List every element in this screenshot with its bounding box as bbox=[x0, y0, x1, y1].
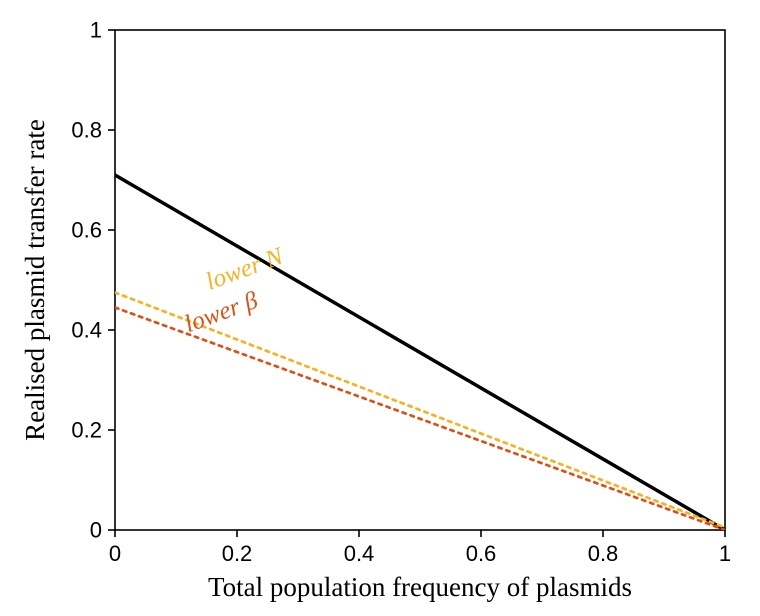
x-tick-label: 0.8 bbox=[588, 541, 619, 566]
plasmid-transfer-chart: 0 0.2 0.4 0.6 0.8 1 0 0.2 0.4 0.6 0.8 1 Total popula… bbox=[0, 0, 760, 616]
y-axis-label: Realised plasmid transfer rate bbox=[20, 119, 50, 441]
chart-container: 0 0.2 0.4 0.6 0.8 1 0 0.2 0.4 0.6 0.8 1 Total popula… bbox=[0, 0, 760, 616]
x-axis-label: Total population frequency of plasmids bbox=[208, 572, 632, 602]
y-tick-label: 0.4 bbox=[71, 318, 102, 343]
y-tick-label: 0.6 bbox=[71, 218, 102, 243]
x-tick-label: 0 bbox=[109, 541, 121, 566]
x-tick-label: 0.6 bbox=[466, 541, 497, 566]
y-tick-label: 0.8 bbox=[71, 118, 102, 143]
x-tick-label: 1 bbox=[719, 541, 731, 566]
y-tick-label: 1 bbox=[90, 18, 102, 43]
x-tick-label: 0.2 bbox=[222, 541, 253, 566]
y-tick-label: 0.2 bbox=[71, 418, 102, 443]
x-tick-label: 0.4 bbox=[344, 541, 375, 566]
y-tick-label: 0 bbox=[90, 518, 102, 543]
